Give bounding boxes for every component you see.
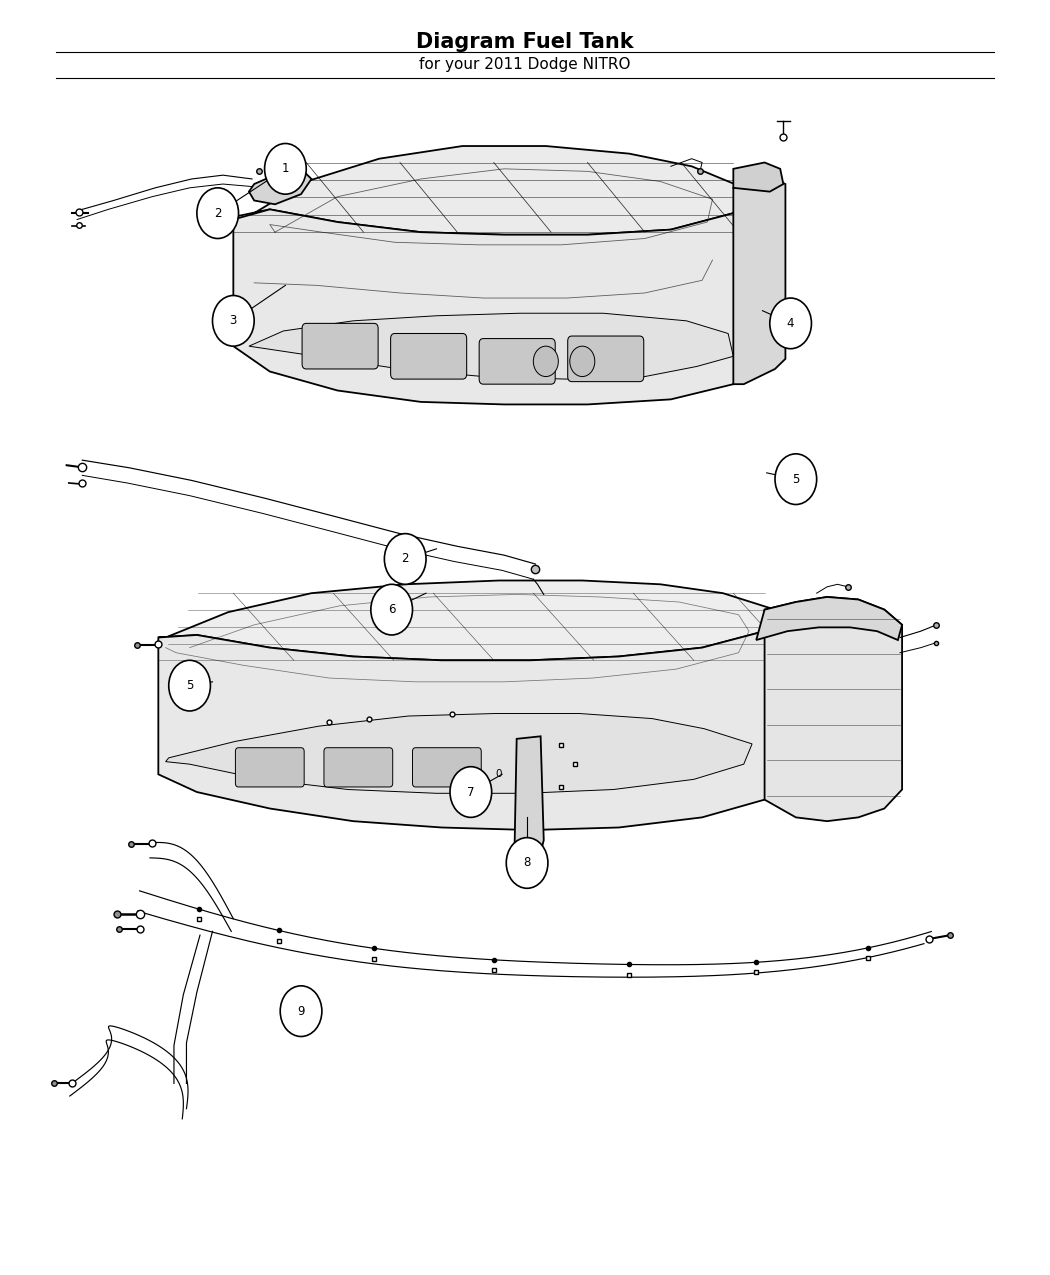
FancyBboxPatch shape (302, 324, 378, 368)
Text: 2: 2 (214, 207, 222, 219)
Text: 0: 0 (496, 769, 502, 779)
Polygon shape (514, 736, 544, 856)
FancyBboxPatch shape (479, 339, 555, 384)
Text: 5: 5 (792, 473, 799, 486)
Text: Diagram Fuel Tank: Diagram Fuel Tank (416, 32, 634, 52)
Circle shape (371, 584, 413, 635)
Circle shape (506, 838, 548, 889)
Polygon shape (159, 580, 775, 660)
Circle shape (169, 660, 210, 711)
Polygon shape (756, 597, 902, 640)
Text: 5: 5 (186, 680, 193, 692)
Text: 3: 3 (230, 315, 237, 328)
Circle shape (770, 298, 812, 348)
Polygon shape (249, 314, 733, 379)
Text: 1: 1 (281, 162, 289, 176)
Polygon shape (233, 187, 743, 404)
Circle shape (212, 296, 254, 347)
FancyBboxPatch shape (391, 334, 466, 379)
Polygon shape (249, 168, 312, 204)
Polygon shape (764, 597, 902, 821)
Polygon shape (233, 147, 743, 235)
Polygon shape (733, 162, 783, 191)
FancyBboxPatch shape (235, 747, 304, 787)
FancyBboxPatch shape (568, 337, 644, 381)
Circle shape (450, 766, 491, 817)
Text: 4: 4 (786, 317, 795, 330)
Circle shape (775, 454, 817, 505)
Circle shape (570, 347, 594, 376)
Polygon shape (159, 609, 775, 830)
Circle shape (196, 187, 238, 238)
Text: for your 2011 Dodge NITRO: for your 2011 Dodge NITRO (419, 57, 631, 73)
FancyBboxPatch shape (413, 747, 481, 787)
Text: 7: 7 (467, 785, 475, 798)
Circle shape (384, 534, 426, 584)
Circle shape (533, 347, 559, 376)
Circle shape (265, 144, 307, 194)
Text: 2: 2 (401, 552, 408, 566)
Text: 9: 9 (297, 1005, 304, 1017)
Text: 6: 6 (387, 603, 396, 616)
Polygon shape (733, 179, 785, 384)
Text: 8: 8 (523, 857, 530, 870)
Circle shape (280, 986, 322, 1037)
FancyBboxPatch shape (324, 747, 393, 787)
Polygon shape (166, 714, 752, 793)
